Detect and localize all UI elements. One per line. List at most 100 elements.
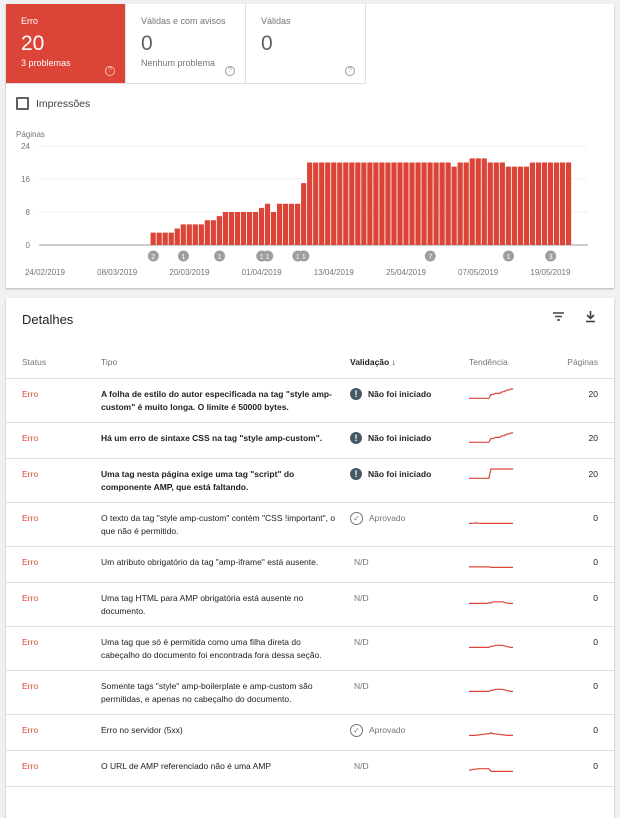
bar[interactable] <box>457 162 463 246</box>
bar[interactable] <box>174 228 180 246</box>
bar[interactable] <box>295 203 301 245</box>
bar[interactable] <box>216 216 222 245</box>
col-type[interactable]: Tipo <box>101 346 350 379</box>
bar[interactable] <box>481 158 487 245</box>
bar[interactable] <box>367 162 373 246</box>
annotation-marker[interactable] <box>545 250 557 262</box>
table-row[interactable]: Erro A folha de estilo do autor especifi… <box>6 378 614 423</box>
impressions-checkbox[interactable]: Impressões <box>16 97 90 110</box>
bar[interactable] <box>553 162 560 246</box>
bar[interactable] <box>517 166 523 245</box>
table-row[interactable]: Erro Uma tag que só é permitida como uma… <box>6 626 614 671</box>
annotation-marker[interactable] <box>424 250 436 262</box>
bar[interactable] <box>192 224 198 245</box>
bar[interactable] <box>511 166 517 245</box>
col-validation[interactable]: Validação ↓ <box>350 346 469 379</box>
bar[interactable] <box>439 162 445 246</box>
col-pages[interactable]: Páginas <box>549 346 614 379</box>
bar[interactable] <box>385 162 391 246</box>
bar[interactable] <box>361 162 367 246</box>
table-row[interactable]: Erro O texto da tag "style amp-custom" c… <box>6 502 614 547</box>
bar[interactable] <box>499 162 505 246</box>
annotation-marker[interactable] <box>262 250 274 262</box>
table-row[interactable]: Erro Um atributo obrigatório da tag "amp… <box>6 546 614 583</box>
bar[interactable] <box>307 162 313 246</box>
tile-valid-warnings[interactable]: Válidas e com avisos 0 Nenhum problema ? <box>126 4 246 84</box>
table-row[interactable]: Erro Erro no servidor (5xx) ✓ Aprovado 0 <box>6 714 614 751</box>
bar[interactable] <box>228 212 235 245</box>
col-trend[interactable]: Tendência <box>469 346 549 379</box>
bar[interactable] <box>264 203 271 245</box>
bar[interactable] <box>559 162 566 246</box>
bar[interactable] <box>379 162 385 246</box>
bar[interactable] <box>469 158 475 245</box>
bar[interactable] <box>451 166 457 245</box>
bar[interactable] <box>156 232 162 245</box>
bar[interactable] <box>421 162 427 246</box>
bar[interactable] <box>415 162 421 246</box>
bar[interactable] <box>246 212 253 245</box>
table-row[interactable]: Erro Somente tags "style" amp-boilerplat… <box>6 670 614 715</box>
bar[interactable] <box>391 162 397 246</box>
bar[interactable] <box>547 162 554 246</box>
bar[interactable] <box>252 212 259 245</box>
help-icon[interactable]: ? <box>225 66 235 76</box>
annotation-marker[interactable] <box>147 250 159 262</box>
bar[interactable] <box>222 212 228 245</box>
bar[interactable] <box>529 162 536 246</box>
bar[interactable] <box>186 224 192 245</box>
bar[interactable] <box>168 232 174 245</box>
bar[interactable] <box>234 212 241 245</box>
bar[interactable] <box>445 162 451 246</box>
bar[interactable] <box>403 162 409 246</box>
bar[interactable] <box>258 207 265 245</box>
bar[interactable] <box>535 162 542 246</box>
annotation-marker[interactable] <box>298 250 310 262</box>
tile-error[interactable]: Erro 20 3 problemas ? <box>6 4 126 84</box>
bar[interactable] <box>325 162 331 246</box>
bar[interactable] <box>487 162 493 246</box>
bar[interactable] <box>240 212 247 245</box>
bar[interactable] <box>331 162 337 246</box>
download-icon[interactable] <box>584 310 597 326</box>
bar[interactable] <box>505 166 511 245</box>
col-status[interactable]: Status <box>6 346 101 379</box>
bar[interactable] <box>204 220 210 245</box>
annotation-marker[interactable] <box>503 250 515 262</box>
bar[interactable] <box>301 183 307 245</box>
bar[interactable] <box>433 162 439 246</box>
bar[interactable] <box>198 224 204 245</box>
bar[interactable] <box>565 162 572 246</box>
bar[interactable] <box>313 162 319 246</box>
help-icon[interactable]: ? <box>345 66 355 76</box>
bar[interactable] <box>493 162 499 246</box>
bar[interactable] <box>180 224 186 245</box>
bar[interactable] <box>523 166 529 245</box>
bar[interactable] <box>283 203 289 245</box>
table-row[interactable]: Erro Há um erro de sintaxe CSS na tag "s… <box>6 422 614 459</box>
bar[interactable] <box>373 162 379 246</box>
bar[interactable] <box>475 158 481 245</box>
bar[interactable] <box>463 162 469 246</box>
annotation-marker[interactable] <box>214 250 226 262</box>
bar[interactable] <box>409 162 415 246</box>
bar[interactable] <box>349 162 355 246</box>
bar[interactable] <box>337 162 343 246</box>
bar[interactable] <box>541 162 548 246</box>
table-row[interactable]: Erro Uma tag HTML para AMP obrigatória e… <box>6 582 614 627</box>
bar[interactable] <box>427 162 433 246</box>
help-icon[interactable]: ? <box>105 66 115 76</box>
bar[interactable] <box>162 232 168 245</box>
filter-icon[interactable] <box>552 310 565 326</box>
bar[interactable] <box>319 162 325 246</box>
bar[interactable] <box>355 162 361 246</box>
bar[interactable] <box>276 203 283 245</box>
bar[interactable] <box>343 162 349 246</box>
annotation-marker[interactable] <box>177 250 189 262</box>
bar[interactable] <box>270 212 277 245</box>
bar[interactable] <box>150 232 156 245</box>
bar[interactable] <box>289 203 295 245</box>
bar[interactable] <box>210 220 216 245</box>
tile-valid[interactable]: Válidas 0 ? <box>246 4 366 84</box>
bar[interactable] <box>397 162 403 246</box>
